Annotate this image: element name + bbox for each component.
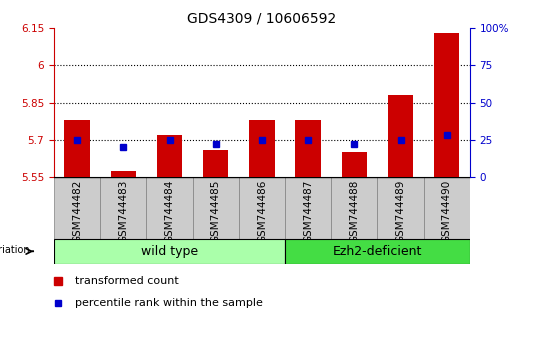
Bar <box>285 177 331 239</box>
Bar <box>193 177 239 239</box>
Bar <box>54 239 285 264</box>
Bar <box>157 135 182 177</box>
Bar <box>342 152 367 177</box>
Text: transformed count: transformed count <box>75 276 179 286</box>
Bar <box>100 177 146 239</box>
Text: GSM744483: GSM744483 <box>118 180 129 244</box>
Text: wild type: wild type <box>141 245 198 258</box>
Bar <box>146 177 193 239</box>
Bar <box>111 171 136 177</box>
Bar <box>249 120 275 177</box>
Title: GDS4309 / 10606592: GDS4309 / 10606592 <box>187 12 336 26</box>
Text: genotype/variation: genotype/variation <box>0 245 30 255</box>
Text: GSM744489: GSM744489 <box>395 180 406 244</box>
Bar <box>423 177 470 239</box>
Text: GSM744487: GSM744487 <box>303 180 313 244</box>
Text: percentile rank within the sample: percentile rank within the sample <box>75 298 262 308</box>
Bar <box>203 150 228 177</box>
Text: GSM744484: GSM744484 <box>165 180 174 244</box>
Bar <box>331 177 377 239</box>
Bar <box>239 177 285 239</box>
Bar <box>377 177 423 239</box>
Bar <box>54 177 100 239</box>
Bar <box>388 95 413 177</box>
Bar <box>64 120 90 177</box>
Text: GSM744488: GSM744488 <box>349 180 359 244</box>
Bar <box>295 120 321 177</box>
Text: Ezh2-deficient: Ezh2-deficient <box>333 245 422 258</box>
Text: GSM744485: GSM744485 <box>211 180 221 244</box>
Bar <box>285 239 470 264</box>
Bar <box>434 33 460 177</box>
Text: GSM744482: GSM744482 <box>72 180 82 244</box>
Text: GSM744490: GSM744490 <box>442 180 451 243</box>
Text: GSM744486: GSM744486 <box>257 180 267 244</box>
